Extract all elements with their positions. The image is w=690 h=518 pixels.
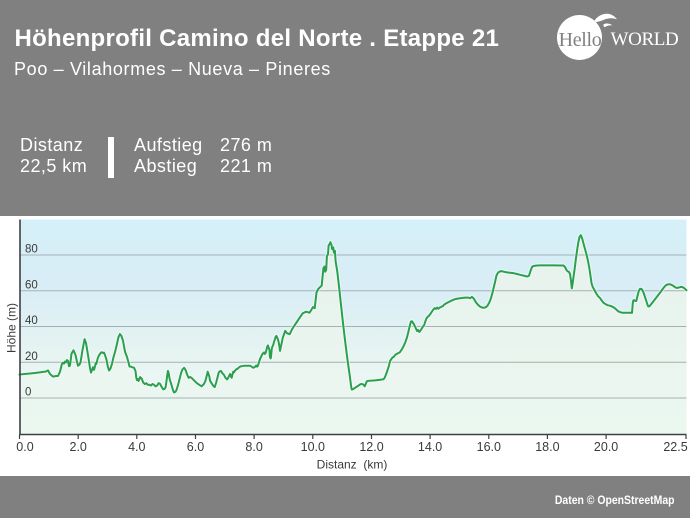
svg-text:14.0: 14.0 — [418, 440, 442, 454]
svg-text:10.0: 10.0 — [301, 440, 325, 454]
svg-text:22.5: 22.5 — [663, 440, 687, 454]
svg-text:80: 80 — [25, 244, 38, 256]
svg-text:18.0: 18.0 — [535, 440, 559, 454]
svg-text:6.0: 6.0 — [187, 440, 204, 454]
svg-text:20: 20 — [25, 351, 38, 363]
svg-text:8.0: 8.0 — [245, 440, 262, 454]
svg-text:40: 40 — [25, 315, 38, 327]
svg-text:0: 0 — [25, 387, 31, 399]
svg-text:20.0: 20.0 — [594, 440, 618, 454]
svg-text:Höhe (m): Höhe (m) — [5, 303, 19, 353]
svg-text:16.0: 16.0 — [477, 440, 501, 454]
svg-text:0.0: 0.0 — [16, 440, 33, 454]
svg-text:4.0: 4.0 — [128, 440, 145, 454]
svg-text:12.0: 12.0 — [359, 440, 383, 454]
svg-text:Distanz (km): Distanz (km) — [317, 457, 388, 471]
svg-text:60: 60 — [25, 279, 38, 291]
svg-text:2.0: 2.0 — [70, 440, 87, 454]
